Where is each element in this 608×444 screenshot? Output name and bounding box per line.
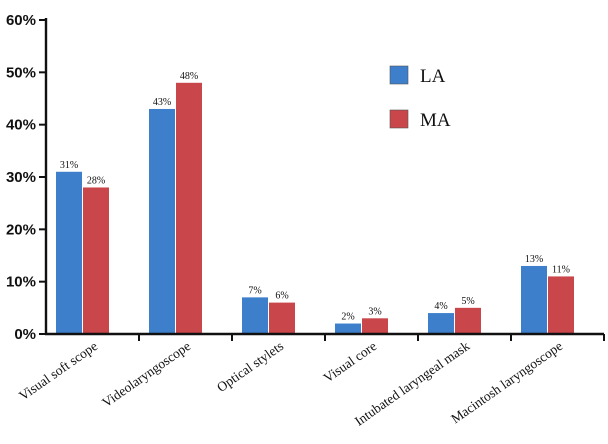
bar-la-macintosh-laryngoscope [521,265,547,334]
data-label-la-visual-core: 2% [341,312,354,323]
data-label-ma-videolaryngoscope: 48% [180,71,198,82]
legend-swatch-ma [389,109,409,129]
x-ticks: Visual soft scope Videolaryngoscope Optica… [16,334,605,429]
bar-ma-optical-stylets [269,302,295,334]
data-label-la-optical-stylets: 7% [248,285,261,296]
y-tick-label: 40% [6,117,36,134]
y-tick-label: 20% [6,221,36,238]
legend: LA MA [389,65,451,131]
y-tick-label: 30% [6,169,36,186]
data-label-ma-intubated-laryngeal-mask: 5% [461,296,474,307]
bar-la-visual-core [335,323,361,334]
y-tick-label: 10% [6,274,36,291]
bar-la-intubated-laryngeal-mask [428,313,454,334]
bar-ma-macintosh-laryngoscope [548,276,574,334]
data-label-ma-optical-stylets: 6% [275,291,288,302]
bar-ma-intubated-laryngeal-mask [455,307,481,334]
data-label-la-videolaryngoscope: 43% [153,97,171,108]
data-label-la-macintosh-laryngoscope: 13% [525,254,543,265]
x-tick-label-videolaryngoscope: Videolaryngoscope [99,338,193,410]
bar-ma-visual-core [362,318,388,334]
bar-la-optical-stylets [242,297,268,334]
data-labels: 31% 28% 43% 48% 7% 6% 2% 3% 4% 5% 13% 11% [60,71,570,323]
x-tick-label-visual-core: Visual core [321,338,380,385]
x-tick-label-visual-soft-scope: Visual soft scope [16,338,100,403]
y-ticks: 0% 10% 20% 30% 40% 50% 60% [6,12,46,343]
legend-label-la: LA [420,66,446,87]
bar-la-videolaryngoscope [149,108,175,334]
y-tick-label: 60% [6,12,36,29]
data-label-ma-visual-core: 3% [368,306,381,317]
legend-label-ma: MA [420,110,451,131]
y-tick-label: 0% [14,326,36,343]
data-label-ma-macintosh-laryngoscope: 11% [552,264,570,275]
legend-swatch-la [389,65,409,85]
bar-ma-videolaryngoscope [176,82,202,334]
data-label-la-visual-soft-scope: 31% [60,160,78,171]
data-label-ma-visual-soft-scope: 28% [87,175,105,186]
bar-la-visual-soft-scope [56,171,82,334]
bars-layer [56,82,574,334]
x-tick-label-optical-stylets: Optical stylets [214,338,286,395]
data-label-la-intubated-laryngeal-mask: 4% [434,301,447,312]
axes-layer [44,18,604,336]
y-tick-label: 50% [6,64,36,81]
bar-ma-visual-soft-scope [83,187,109,334]
